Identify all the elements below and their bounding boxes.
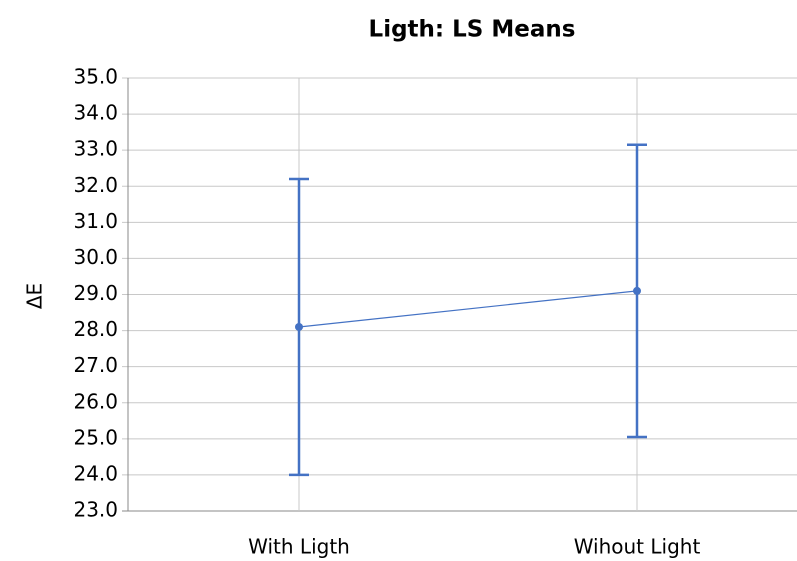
y-tick-label: 33.0	[73, 137, 118, 161]
y-tick-label: 26.0	[73, 389, 118, 413]
y-tick-label: 28.0	[73, 317, 118, 341]
y-tick-label: 31.0	[73, 209, 118, 233]
y-tick-label: 27.0	[73, 353, 118, 377]
y-axis-label: ΔE	[23, 283, 47, 309]
y-tick-label: 23.0	[73, 498, 118, 522]
line	[298, 290, 638, 328]
y-tick-label: 30.0	[73, 245, 118, 269]
x-tick-label: Wihout Light	[574, 535, 701, 559]
y-tick-label: 32.0	[73, 173, 118, 197]
y-tick-label: 24.0	[73, 461, 118, 485]
y-tick-label: 25.0	[73, 425, 118, 449]
y-tick-label: 29.0	[73, 281, 118, 305]
y-tick-label: 35.0	[73, 65, 118, 89]
point	[295, 322, 303, 331]
chart-title: Ligth: LS Means	[369, 17, 576, 43]
x-tick-label: With Ligth	[248, 535, 350, 559]
y-tick-label: 34.0	[73, 101, 118, 125]
point	[633, 286, 641, 295]
